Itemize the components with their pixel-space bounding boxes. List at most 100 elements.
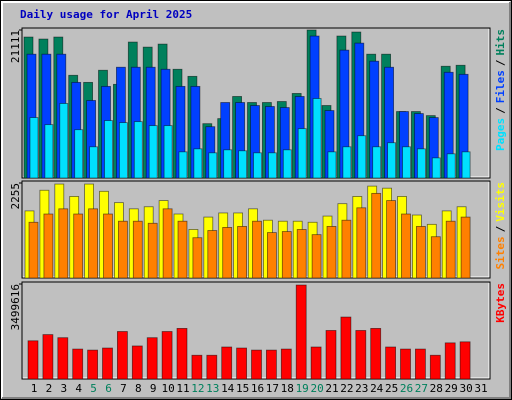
bar (370, 328, 382, 380)
bar (340, 316, 352, 380)
bar (280, 348, 292, 380)
bar (414, 348, 426, 380)
x-tick-label: 19 (296, 382, 309, 395)
bar (177, 220, 188, 279)
bar (459, 341, 471, 380)
x-tick-label: 23 (355, 382, 368, 395)
bar (444, 342, 456, 380)
legend-entry: Files (494, 70, 507, 103)
legend-entry: KBytes (494, 283, 507, 323)
legend: KBytes (494, 283, 507, 323)
legend-entry: Pages (494, 118, 507, 151)
y-tick-label: 3499616 (9, 284, 22, 330)
bar (312, 98, 322, 179)
x-tick-label: 5 (90, 382, 97, 395)
legend-separator: / (494, 107, 507, 114)
bar (341, 219, 352, 279)
x-tick-label: 13 (206, 382, 219, 395)
bar (103, 213, 113, 279)
x-tick-label: 4 (75, 382, 82, 395)
bar (133, 121, 143, 179)
bar (356, 207, 367, 279)
bar (460, 216, 471, 279)
x-tick-label: 1 (31, 382, 38, 395)
x-tick-label: 29 (445, 382, 458, 395)
bar (28, 221, 39, 279)
legend-entry: Hits (494, 29, 507, 56)
bar (42, 334, 54, 380)
bar (253, 152, 262, 179)
bar (89, 146, 98, 179)
bar (118, 220, 128, 279)
x-tick-label: 27 (415, 382, 428, 395)
bar (102, 347, 113, 380)
bar (401, 213, 411, 279)
x-tick-label: 2 (46, 382, 53, 395)
bar (371, 192, 382, 279)
bar (221, 346, 233, 380)
bar (148, 125, 158, 179)
legend-entry: Sites (494, 236, 507, 269)
bar (178, 151, 188, 179)
bar (88, 208, 98, 279)
y-tick-label: 21111 (9, 30, 22, 63)
bar (445, 220, 456, 279)
bar (237, 225, 248, 279)
bar (162, 208, 173, 279)
bar (355, 330, 367, 380)
bar (282, 149, 292, 179)
x-tick-label: 8 (135, 382, 142, 395)
bar (296, 229, 307, 279)
bar (267, 152, 277, 179)
bar (281, 231, 292, 279)
bar (27, 340, 39, 380)
bar (295, 284, 307, 380)
bar (446, 153, 456, 179)
bar (223, 149, 233, 179)
bar (326, 225, 337, 279)
bar (385, 346, 397, 380)
bar (87, 349, 98, 380)
legend-entry: Visits (494, 182, 507, 222)
bar (206, 354, 218, 380)
bar (161, 331, 173, 380)
x-tick-label: 3 (60, 382, 67, 395)
bar (372, 146, 382, 179)
bar (236, 347, 248, 380)
y-tick-label: 2255 (9, 183, 22, 210)
bar (192, 237, 203, 279)
bar (176, 328, 188, 380)
x-tick-label: 31 (474, 382, 487, 395)
bar (73, 213, 84, 279)
x-tick-label: 14 (221, 382, 235, 395)
bar (325, 330, 337, 380)
bar (252, 220, 262, 279)
bar (311, 234, 322, 279)
bar (416, 148, 426, 179)
x-tick-label: 26 (400, 382, 413, 395)
x-tick-label: 16 (251, 382, 264, 395)
bar (357, 135, 367, 179)
bar (132, 220, 143, 279)
bar (400, 348, 411, 380)
x-tick-label: 11 (176, 382, 189, 395)
x-tick-label: 20 (310, 382, 323, 395)
bar (59, 103, 69, 179)
bar (297, 128, 307, 179)
bar (74, 129, 84, 179)
bar (342, 146, 352, 179)
x-tick-label: 7 (120, 382, 127, 395)
x-tick-label: 9 (150, 382, 157, 395)
bar (222, 227, 233, 279)
x-tick-label: 21 (325, 382, 338, 395)
bar (44, 124, 54, 179)
bar (29, 117, 39, 179)
x-tick-label: 17 (266, 382, 279, 395)
bar (386, 200, 397, 279)
legend: Pages / Files / Hits (494, 29, 507, 151)
x-tick-label: 25 (385, 382, 398, 395)
x-tick-label: 6 (105, 382, 112, 395)
